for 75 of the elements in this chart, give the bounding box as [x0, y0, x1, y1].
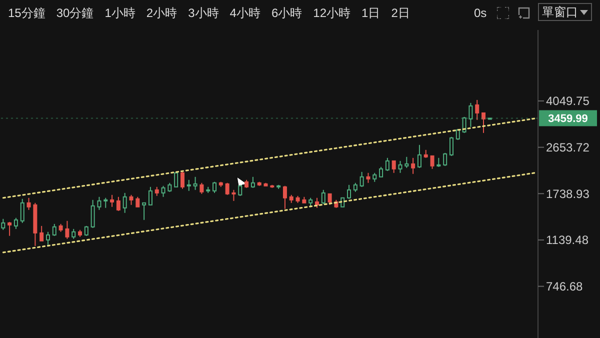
candlestick [148, 186, 152, 206]
candlestick [8, 221, 12, 236]
y-tick-label: 4049.75 [546, 94, 590, 108]
candlestick [282, 185, 287, 210]
candlestick [116, 196, 120, 212]
candlestick [180, 171, 184, 190]
text: 3小時 [188, 4, 219, 22]
text: 30分鐘 [56, 4, 94, 22]
candlestick [40, 225, 44, 242]
candlestick [193, 176, 198, 190]
y-tick-label: 746.68 [546, 280, 584, 294]
candlestick [328, 193, 332, 206]
candlestick [200, 182, 204, 194]
candlestick [52, 223, 56, 236]
candlestick [404, 156, 409, 168]
candlestick [443, 152, 448, 166]
candlestick [232, 189, 236, 202]
candlestick [72, 228, 76, 240]
candlestick [314, 197, 319, 208]
candlestick [308, 197, 313, 208]
y-tick-label: 1139.48 [546, 233, 589, 248]
text: 1小時 [104, 4, 136, 22]
text: 12小時 [313, 4, 351, 22]
text: 2日 [391, 4, 410, 22]
text: 6小時 [271, 4, 302, 22]
candlestick [65, 220, 70, 240]
candlestick [436, 157, 441, 168]
candlestick [475, 99, 480, 120]
candlestick [340, 197, 345, 208]
candlestick [238, 184, 242, 196]
candlestick [26, 197, 31, 210]
candlestick [430, 155, 434, 170]
candlestick [90, 199, 95, 228]
candlestick [411, 157, 416, 174]
candlestick [250, 176, 255, 188]
candlestick [398, 160, 402, 174]
candlestick [468, 102, 473, 128]
candlestick [379, 166, 384, 178]
candlestick [20, 198, 24, 224]
candlestick [129, 194, 134, 206]
candlestick [142, 202, 146, 220]
text: 單窗口 [542, 4, 578, 20]
candlestick [104, 197, 108, 208]
candlestick [97, 196, 102, 210]
candlestick [161, 185, 166, 198]
candlestick [417, 144, 422, 168]
candlestick [347, 184, 352, 200]
candlestick [482, 112, 486, 134]
candlestick [136, 196, 140, 208]
ref-line-label: 3459.99 [548, 113, 588, 126]
candlestick [84, 225, 88, 236]
candlestick [392, 160, 396, 174]
candlestick [385, 157, 390, 172]
text: 2小時 [146, 4, 178, 22]
y-tick-label: 2653.72 [546, 140, 590, 155]
text: 0s [474, 6, 487, 20]
text: 15分鐘 [8, 4, 46, 22]
candlestick [174, 171, 178, 188]
candlestick [360, 171, 364, 188]
candlestick [462, 116, 466, 134]
candlestick [46, 231, 50, 246]
candlestick [212, 181, 217, 194]
candlestick [154, 186, 159, 196]
candlestick [186, 179, 191, 192]
candlestick [110, 194, 114, 208]
candlestick [14, 217, 18, 230]
candlestick [225, 182, 230, 196]
text: 4小時 [230, 4, 260, 22]
candlestick [122, 192, 127, 214]
y-tick-label: 1738.93 [546, 186, 590, 201]
candlestick [321, 189, 326, 204]
text: 1日 [362, 4, 380, 22]
candlestick [449, 136, 454, 156]
candlestick [456, 128, 460, 140]
candlestick [366, 172, 370, 184]
